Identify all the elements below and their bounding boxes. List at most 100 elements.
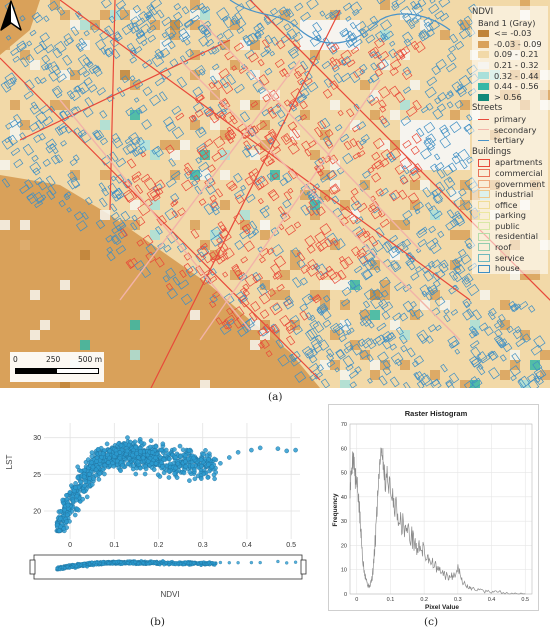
scatter-point — [95, 447, 101, 452]
scatter-point — [172, 447, 177, 452]
scatter-point — [64, 493, 69, 498]
scatter-point — [148, 438, 154, 444]
scatter-point — [157, 474, 163, 479]
overview-point — [192, 561, 196, 565]
histogram-x-tick: 0.4 — [488, 597, 496, 603]
overview-point — [293, 560, 298, 564]
histogram-y-tick: 70 — [341, 422, 347, 428]
histogram-y-tick: 0 — [344, 592, 347, 598]
legend-title: NDVI — [472, 7, 494, 17]
scatter-x-tick: 0.3 — [198, 542, 208, 549]
legend-streets: primary secondary tertiary — [472, 114, 548, 146]
legend-class-label: <= -0.03 — [494, 28, 532, 39]
scatter-point — [180, 447, 186, 453]
legend-building-house: house — [472, 263, 548, 274]
histogram-x-tick: 0.5 — [521, 597, 529, 603]
overview-point — [65, 565, 70, 569]
scatter-point — [163, 447, 169, 453]
legend-streets-title: Streets — [472, 103, 503, 114]
scatter-point — [160, 464, 165, 469]
scale-tick-250: 250 — [46, 355, 61, 364]
scatter-point — [153, 455, 158, 461]
scatter-point — [118, 443, 124, 448]
scatter-point — [111, 464, 116, 469]
legend-box-swatch — [478, 264, 490, 273]
legend-swatch — [478, 29, 489, 37]
legend-box-swatch — [478, 190, 490, 199]
scatter-point — [125, 461, 131, 467]
histogram-y-tick: 30 — [341, 519, 347, 525]
slider-right-handle[interactable] — [300, 559, 307, 575]
legend-building-label: public — [495, 220, 520, 231]
histogram-x-tick: 0.2 — [420, 597, 428, 603]
overview-point — [146, 562, 150, 566]
overview-point — [161, 559, 165, 563]
scatter-overview-points — [55, 559, 298, 572]
overview-point — [114, 560, 119, 564]
scatter-point — [160, 441, 166, 447]
legend-building-public: public — [472, 221, 548, 232]
scatter-point — [87, 471, 92, 477]
overview-point — [74, 564, 79, 568]
slider-left-handle[interactable] — [29, 559, 36, 575]
legend-building-commercial: commercial — [472, 168, 548, 179]
scatter-point — [117, 455, 123, 461]
histogram-x-tick: 0.3 — [454, 597, 462, 603]
scatter-point — [104, 441, 110, 447]
legend-class-0: <= -0.03 — [472, 28, 548, 39]
scatter-point — [161, 457, 167, 462]
scatter-point — [293, 447, 298, 453]
legend-class-label: > 0.56 — [494, 91, 522, 102]
scatter-point — [107, 455, 112, 461]
overview-point — [119, 560, 123, 564]
legend-class-2: 0.09 - 0.21 — [472, 49, 548, 60]
scatter-point — [67, 490, 73, 495]
ndvi-lst-scatter-panel: 0 0.1 0.2 0.3 0.4 0.5 20 25 30 NDVI LST — [0, 405, 320, 605]
legend-building-label: roof — [495, 242, 512, 253]
overview-point — [167, 562, 171, 567]
legend-building-label: house — [495, 263, 520, 274]
histogram-y-tick: 20 — [341, 543, 347, 549]
overview-point — [136, 561, 140, 566]
scatter-point — [166, 468, 172, 474]
scatter-point — [249, 447, 254, 453]
overview-point — [164, 561, 168, 565]
scatter-point — [174, 475, 180, 480]
legend-box-swatch — [478, 179, 490, 188]
scatter-point — [89, 453, 95, 459]
raster-histogram-panel: Raster Histogram 0 0.1 0.2 0.3 0.4 0.5 0 10 20 30… — [328, 404, 550, 612]
legend-ndvi-classes: <= -0.03 -0.03 - 0.09 0.09 - 0.21 0.21 - 0.… — [472, 28, 548, 102]
overview-point — [218, 560, 223, 565]
scatter-point — [167, 456, 172, 462]
legend-building-label: office — [495, 199, 518, 210]
scale-tick-500: 500 m — [78, 355, 103, 364]
histogram-y-tick: 60 — [341, 446, 347, 452]
legend-building-label: residential — [495, 231, 538, 242]
legend-swatch — [478, 61, 489, 69]
histogram-title: Raster Histogram — [405, 409, 468, 418]
raster-histogram-chart: Raster Histogram 0 0.1 0.2 0.3 0.4 0.5 0 10 20 30… — [328, 404, 539, 611]
scatter-point — [134, 451, 139, 456]
legend-street-label: tertiary — [494, 135, 525, 146]
histogram-x-tick: 0.1 — [387, 597, 395, 603]
scatter-point — [137, 465, 143, 471]
scatter-point — [190, 463, 195, 469]
scatter-y-tick: 20 — [33, 509, 41, 516]
legend-box-swatch — [478, 200, 490, 209]
overview-point — [162, 563, 166, 567]
overview-point — [199, 560, 203, 565]
scatter-point — [135, 459, 141, 465]
legend-box-swatch — [478, 169, 490, 178]
legend-class-5: 0.44 - 0.56 — [472, 81, 548, 92]
scatter-point — [133, 471, 139, 477]
legend-class-1: -0.03 - 0.09 — [472, 39, 548, 50]
overview-point — [126, 561, 130, 565]
scatter-point — [178, 454, 183, 460]
overview-point — [90, 560, 94, 564]
scatter-point — [82, 483, 87, 488]
scatter-point — [74, 497, 79, 503]
scatter-point — [72, 512, 78, 518]
scatter-point — [100, 467, 106, 472]
scatter-point — [172, 471, 177, 476]
legend-building-apartments: apartments — [472, 157, 548, 168]
